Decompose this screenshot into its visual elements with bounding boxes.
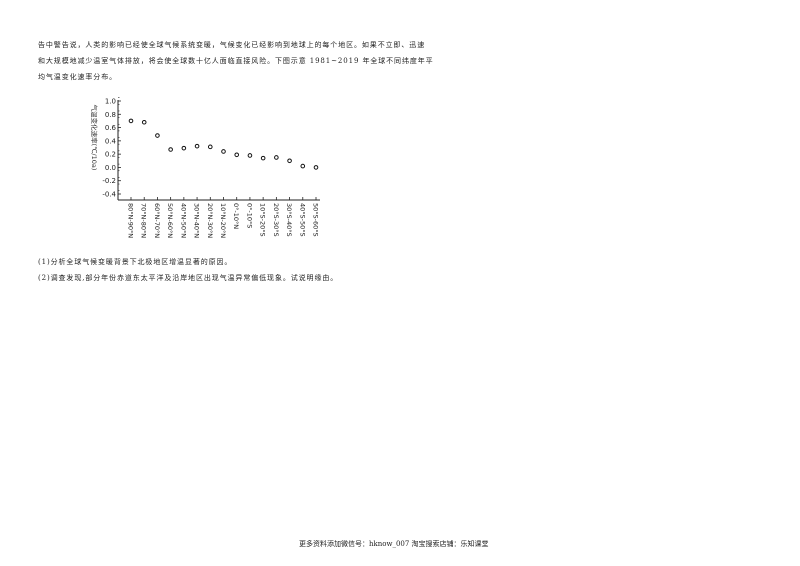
data-point (141, 119, 147, 125)
paragraph-line: 和大规模地减少温室气体排放，将会使全球数十亿人面临直接风险。下图示意 1981~… (38, 57, 434, 65)
x-tick-label: 80°N-90°N (127, 203, 135, 238)
data-point (313, 165, 319, 170)
data-point (234, 152, 240, 158)
paragraph-line: 告中警告说，人类的影响已经使全球气候系统变暖，气候变化已经影响到地球上的每个地区… (38, 41, 426, 49)
x-tick-label: 40°N-50°N (179, 203, 187, 238)
y-axis-label: 气温变化速率(℃/10a) (90, 105, 99, 171)
x-tick-label: 30°N-40°N (193, 203, 201, 238)
y-tick-label: -0.4 (102, 191, 116, 199)
data-point (274, 155, 279, 160)
x-tick-label: 10°S-20°S (259, 203, 267, 237)
x-tick-label: 60°N-70°N (153, 203, 161, 238)
question-2: (2)调查发现,部分年份赤道东太平洋及沿岸地区出现气温异常偏低现象。试说明缘由。 (38, 274, 339, 282)
y-tick-label: 0.2 (105, 151, 116, 159)
question-1: (1)分析全球气候变暖背景下北极地区增温显著的原因。 (38, 258, 233, 266)
temperature-rate-chart: 1.0 0.8 0.6 0.4 0.2 0.0 -0.2 -0.4 气温变化速率(℃/10a) 8… (90, 97, 320, 238)
x-tick-label: 20°S-30°S (272, 203, 280, 237)
data-point (207, 144, 213, 150)
y-tick-label: 0.8 (105, 111, 116, 119)
y-tick-label: -0.2 (102, 177, 116, 185)
x-tick-label: 10°N-20°N (219, 203, 227, 238)
data-point (194, 143, 200, 149)
data-point (181, 145, 187, 151)
data-point (287, 158, 292, 164)
x-tick-label: 20°N-30°N (206, 203, 214, 238)
data-point (168, 147, 173, 152)
y-tick-label: 0.6 (105, 124, 117, 132)
x-tick-label: 50°S-60°S (312, 203, 320, 237)
y-tick-label: 1.0 (105, 98, 116, 106)
x-tick-label: 50°N-60°N (166, 203, 174, 238)
x-tick-label: 30°S-40°S (285, 203, 293, 237)
x-tick-label: 0°-10°N (232, 203, 240, 229)
data-point (221, 149, 226, 154)
paragraph-line: 均气温变化速率分布。 (38, 73, 117, 81)
x-tick-label: 70°N-80°N (140, 203, 148, 238)
y-tick-label: 0.0 (105, 164, 116, 172)
footer-text: 更多资料添加微信号：hknow_007 淘宝搜索店铺：乐知课堂 (299, 540, 489, 548)
data-point (300, 163, 306, 169)
x-tick-label: 0°-10°S (245, 203, 253, 228)
data-point (247, 153, 253, 158)
data-point (260, 155, 266, 161)
y-tick-label: 0.4 (105, 137, 117, 145)
x-tick-label: 40°S-50°S (298, 203, 306, 237)
data-point (128, 118, 134, 124)
data-point (155, 133, 160, 138)
